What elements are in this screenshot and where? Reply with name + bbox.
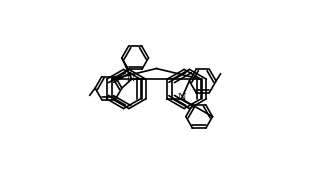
Text: N: N — [126, 74, 135, 83]
Text: N: N — [178, 93, 187, 102]
